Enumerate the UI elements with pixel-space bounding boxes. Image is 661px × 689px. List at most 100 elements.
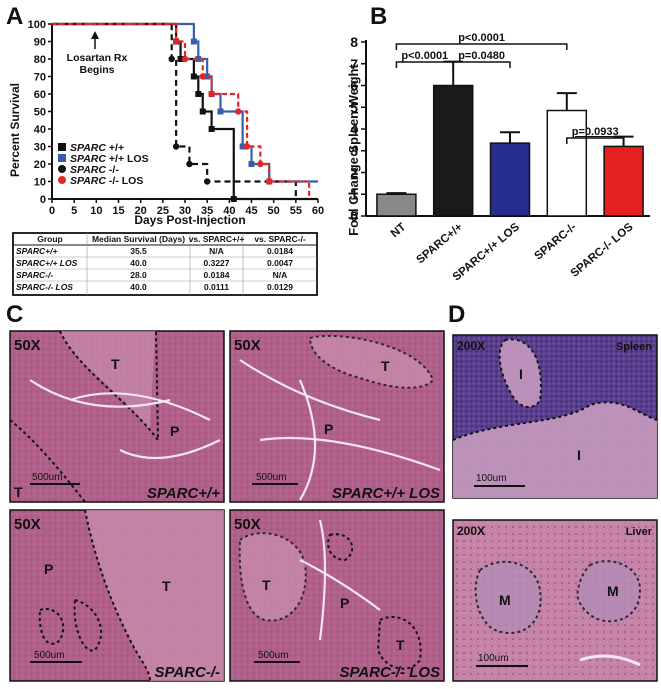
survival-point bbox=[177, 56, 184, 62]
losartan-annotation: Losartan Rx Begins bbox=[67, 31, 128, 76]
survival-series-3 bbox=[52, 22, 311, 199]
survival-y-axis-label: Percent Survival bbox=[8, 83, 22, 177]
table-cell: 0.3227 bbox=[204, 258, 230, 268]
c1-genotype: SPARC+/+ bbox=[147, 485, 220, 502]
survival-point bbox=[195, 56, 202, 62]
histology-d-liver: 200X Liver M M 100um bbox=[452, 519, 658, 682]
survival-x-tick: 20 bbox=[135, 205, 147, 217]
survival-point bbox=[199, 108, 206, 115]
table-header: Group bbox=[37, 234, 63, 244]
survival-y-tick: 30 bbox=[34, 142, 46, 154]
losartan-annotation-line-1: Losartan Rx bbox=[67, 52, 128, 64]
c2-genotype: SPARC+/+ LOS bbox=[332, 485, 440, 502]
spleen-y-tick: 1 bbox=[350, 186, 358, 202]
spleen-category-label: SPARC-/- LOS bbox=[569, 221, 636, 280]
survival-x-tick: 55 bbox=[290, 205, 302, 217]
survival-x-tick: 15 bbox=[112, 205, 124, 217]
d2-organ: Liver bbox=[626, 526, 653, 538]
survival-y-tick: 100 bbox=[28, 19, 46, 31]
legend-swatch bbox=[58, 154, 66, 162]
table-cell: SPARC-/- LOS bbox=[16, 282, 73, 292]
table-cell: 0.0184 bbox=[267, 246, 293, 256]
legend-label: SPARC +/+ bbox=[70, 142, 124, 154]
survival-point bbox=[190, 73, 197, 80]
survival-y-tick: 20 bbox=[34, 159, 46, 171]
legend-label: SPARC -/- bbox=[70, 164, 119, 176]
c2-scale-label: 500um bbox=[256, 472, 287, 483]
d1-label-i2: I bbox=[577, 447, 581, 463]
spleen-y-tick: 0 bbox=[350, 208, 358, 224]
d2-magnification: 200X bbox=[457, 524, 485, 538]
histology-c-sparc-wt-los: 50X T P 500um SPARC+/+ LOS bbox=[229, 330, 445, 503]
c1-label-t: T bbox=[111, 356, 120, 372]
d1-magnification: 200X bbox=[457, 339, 485, 353]
d1-scale-label: 100um bbox=[476, 473, 507, 484]
table-cell: 35.5 bbox=[130, 246, 147, 256]
survival-point bbox=[190, 38, 197, 45]
legend-label: SPARC +/+ LOS bbox=[70, 153, 149, 165]
comparison-label: p=0.0933 bbox=[572, 126, 619, 138]
survival-x-axis-label: Days Post-Injection bbox=[134, 213, 245, 227]
spleen-y-axis-label: Fold Change Spleen Weight bbox=[346, 64, 361, 236]
c1-scale-label: 500um bbox=[32, 472, 63, 483]
table-cell: SPARC+/+ LOS bbox=[16, 258, 78, 268]
bar-4 bbox=[603, 145, 644, 217]
survival-point bbox=[208, 126, 215, 132]
survival-point bbox=[203, 178, 211, 185]
c2-label-p: P bbox=[324, 421, 333, 437]
panel-letter-a: A bbox=[6, 3, 23, 30]
survival-x-tick: 30 bbox=[179, 205, 191, 217]
comparison-label: p<0.0001 bbox=[458, 32, 505, 44]
table-cell: N/A bbox=[273, 270, 288, 280]
bar-1 bbox=[432, 84, 474, 217]
comparison-bracket bbox=[452, 61, 511, 68]
c1-label-p: P bbox=[170, 423, 179, 439]
comparison-bracket bbox=[395, 43, 568, 50]
survival-point bbox=[230, 196, 237, 202]
survival-point bbox=[204, 73, 211, 80]
survival-x-tick: 5 bbox=[71, 205, 77, 217]
spleen-category-label: NT bbox=[389, 221, 408, 240]
survival-point bbox=[257, 160, 264, 168]
survival-point bbox=[208, 90, 215, 98]
survival-point bbox=[195, 91, 202, 97]
c2-magnification: 50X bbox=[234, 337, 261, 354]
survival-y-tick: 70 bbox=[34, 72, 46, 84]
table-header: vs. SPARC-/- bbox=[254, 234, 305, 244]
survival-x-tick: 60 bbox=[312, 205, 324, 217]
c1-label-t2: T bbox=[14, 484, 23, 500]
survival-x-tick: 10 bbox=[90, 205, 102, 217]
spleen-y-tick: 4 bbox=[350, 121, 358, 137]
spleen-category-label: SPARC-/- bbox=[533, 221, 579, 263]
survival-point bbox=[199, 73, 206, 80]
spleen-y-tick: 2 bbox=[350, 165, 358, 181]
table-cell: N/A bbox=[209, 246, 224, 256]
panel-letter-d: D bbox=[448, 301, 465, 328]
comparison-bracket bbox=[395, 61, 454, 68]
histology-c-sparc-ko-los: 50X T P T 500um SPARC-/- LOS bbox=[229, 509, 445, 682]
table-header: vs. SPARC+/+ bbox=[189, 234, 245, 244]
c3-scale-label: 500um bbox=[34, 650, 65, 661]
losartan-annotation-line-2: Begins bbox=[79, 64, 114, 76]
survival-point bbox=[239, 143, 246, 150]
spleen-category-label: SPARC+/+ bbox=[414, 221, 465, 266]
survival-x-tick: 35 bbox=[201, 205, 213, 217]
bar-0 bbox=[376, 193, 417, 217]
survival-point bbox=[235, 108, 242, 115]
legend-swatch bbox=[58, 165, 66, 173]
table-cell: SPARC+/+ bbox=[16, 246, 57, 256]
comparison-bracket bbox=[566, 137, 625, 144]
c4-label-t2: T bbox=[396, 637, 405, 653]
survival-x-tick: 50 bbox=[268, 205, 280, 217]
histology-c-sparc-wt: 50X T P T 500um SPARC+/+ bbox=[9, 330, 225, 503]
d2-label-m2: M bbox=[607, 583, 619, 599]
survival-point bbox=[172, 143, 180, 150]
survival-y-tick: 10 bbox=[34, 177, 46, 189]
panel-letter-b: B bbox=[370, 3, 387, 30]
survival-point bbox=[266, 178, 273, 185]
legend-swatch bbox=[58, 176, 66, 184]
table-cell: 0.0111 bbox=[204, 282, 229, 292]
c4-label-p: P bbox=[340, 595, 349, 611]
table-cell: SPARC-/- bbox=[16, 270, 53, 280]
